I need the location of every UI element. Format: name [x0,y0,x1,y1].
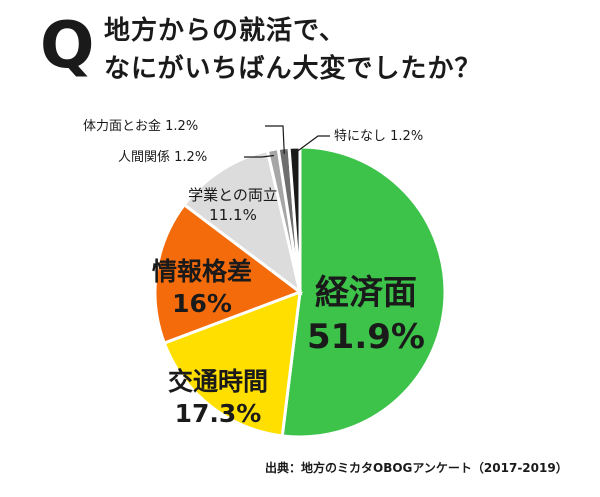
slice-7-wedge [287,145,302,293]
slice-7-name: 特になし [334,129,390,144]
slice-4-label: 学業との両立 [188,186,278,204]
slice-3-value-label: 16% [172,289,232,318]
slice-6-value-label: 1.2% [165,119,198,134]
slice-4-value-label: 11.1% [209,206,257,224]
slice-7-label: 特になし 1.2% [334,129,423,144]
leader-lines [244,125,330,158]
slice-1-value-label: 51.9% [307,317,425,357]
slice-2-wedge [162,289,302,438]
slice-3-label: 情報格差 [152,257,252,286]
source-note: 出典：地方のミカタOBOGアンケート（2017-2019） [265,461,568,475]
slice-4-wedge [182,148,303,296]
slice-6-label: 体力面とお金 1.2% [83,118,198,134]
pie-slices [153,145,447,439]
slice-6-leader-line [265,125,285,154]
slice-5-label: 人間関係 1.2% [118,150,207,165]
slice-2-label: 交通時間 [168,367,268,396]
question-title: 地方からの就活で、 なにがいちばん大変でしたか？ [104,12,481,88]
question-mark: Q [40,9,95,83]
slice-7-value-label: 1.2% [390,129,423,144]
question-title-line-1: 地方からの就活で、 [104,16,346,46]
question-title-line-2: なにがいちばん大変でしたか？ [104,54,482,84]
slice-5-name: 人間関係 [118,150,174,165]
slice-5-value-label: 1.2% [174,150,207,165]
slice-7-leader-line [294,135,330,154]
slice-3-wedge [153,202,304,346]
slice-1-wedge [280,145,447,439]
slice-6-name: 体力面とお金 [83,118,165,134]
slice-5-leader-line [244,154,274,158]
slice-1-label: 経済面 [315,273,417,313]
slice-2-value-label: 17.3% [175,399,262,428]
